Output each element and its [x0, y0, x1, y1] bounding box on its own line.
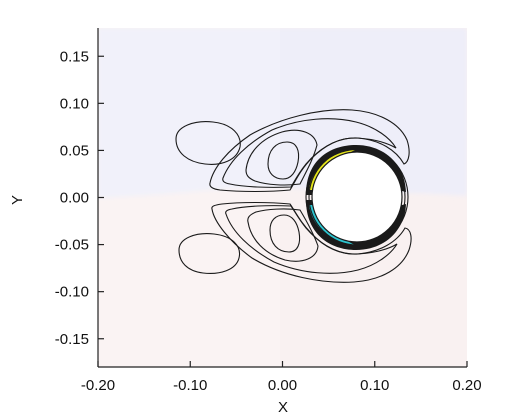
- y-axis-title: Y: [9, 195, 26, 205]
- x-ticks: -0.20 -0.10 0.00 0.10 0.20: [81, 361, 482, 394]
- axes: -0.20 -0.10 0.00 0.10 0.20 0.150.100.050.00-…: [9, 28, 482, 416]
- y-tick-label: 0.00: [60, 190, 89, 207]
- plot-area: [98, 28, 467, 367]
- upper-wake-vortex: [209, 109, 410, 193]
- cylinder-boundary-layer: [305, 145, 409, 250]
- shed-vortex-lower: [178, 233, 241, 274]
- y-ticks: 0.15 0.10 0.05 0.00 -0.05 -0.10 -0.15: [55, 48, 104, 348]
- x-tick-label: 0.20: [452, 377, 481, 394]
- x-tick-label: -0.10: [173, 377, 207, 394]
- background-field-tint: [98, 28, 280, 367]
- cylinder-body: [311, 151, 403, 243]
- shed-vortex-upper: [175, 121, 241, 165]
- lower-wake-vortex: [211, 201, 412, 283]
- y-tick-label: 0.10: [60, 95, 89, 112]
- x-tick-label: 0.00: [268, 377, 297, 394]
- y-tick-label: -0.10: [55, 284, 89, 301]
- y-tick-label: 0.05: [60, 142, 89, 159]
- y-tick-label: -0.05: [55, 237, 89, 254]
- y-tick-label: 0.15: [60, 48, 89, 65]
- x-tick-label: 0.10: [360, 377, 389, 394]
- y-tick-label: -0.15: [55, 331, 89, 348]
- x-axis-title: X: [278, 399, 288, 416]
- x-tick-label: -0.20: [81, 377, 115, 394]
